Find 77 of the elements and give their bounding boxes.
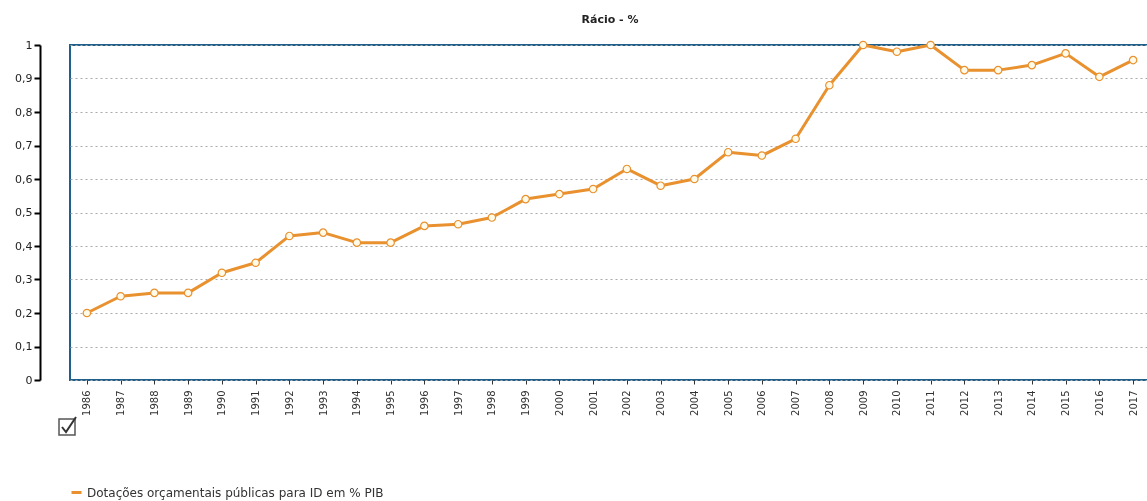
point [588,184,598,194]
x-tick-label: 2002 [621,390,633,416]
point [285,231,294,241]
point [993,65,1003,75]
x-tick-label: 1988 [148,390,160,416]
point [521,194,530,204]
x-tick-label: 1999 [520,390,532,416]
x-tick-label: 1992 [283,390,295,416]
point [1027,60,1037,70]
point [487,213,497,222]
point [960,65,969,75]
y-tick-label: 0 [25,373,33,387]
x-tick-label: 2000 [553,390,565,416]
x-tick-label: 1995 [385,390,397,416]
y-tick-label: 0,6 [15,172,33,186]
x-tick-label: 1993 [317,390,329,416]
x-tick-label: 2015 [1060,390,1072,416]
x-tick-label: 2004 [688,390,700,416]
y-tick-label: 0,3 [15,273,33,286]
y-tick-label: 0,5 [15,206,33,219]
point [150,288,159,298]
x-tick-label: 2010 [891,390,903,416]
x-tick-label: 2003 [655,390,667,416]
x-tick-label: 1998 [486,390,498,416]
point [791,134,800,144]
x-tick-label: 2009 [857,390,869,416]
x-tick-label: 1991 [250,390,262,416]
x-tick-label: 1994 [351,390,363,416]
x-tick-label: 2005 [722,390,734,416]
point [82,308,92,318]
point [622,164,632,174]
point [1128,55,1138,65]
point [555,189,564,199]
x-tick-label: 2013 [992,390,1004,416]
point [352,238,362,247]
y-tick-label: 0,2 [15,306,33,320]
point [757,151,767,160]
point [318,228,328,237]
x-tick-label: 2014 [1026,390,1038,416]
x-tick-label: 2012 [958,390,970,416]
point [217,268,227,278]
point [420,221,429,231]
y-tick-label: 0,4 [15,239,33,253]
point [183,288,193,298]
y-tick-label: 0,1 [15,340,33,353]
y-tick-label: 0,7 [15,139,33,152]
x-tick-label: 2007 [790,390,802,416]
chart-title: Rácio - % [581,12,639,26]
x-tick-label: 2016 [1093,390,1105,416]
point [892,47,902,56]
point [690,174,699,184]
point [926,40,935,50]
point [1061,49,1070,58]
x-tick-label: 2006 [756,390,768,416]
point [386,238,395,247]
x-tick-label: 2008 [823,390,835,416]
point [453,219,463,229]
x-tick-label: 1989 [182,390,194,416]
point [858,40,868,50]
point [656,181,665,190]
y-tick-label: 1 [25,38,33,52]
x-tick-label: 2017 [1127,390,1139,416]
legend-label: Dotações orçamentais públicas para ID em % PIB [87,485,384,500]
point [723,147,733,157]
x-tick-label: 1987 [115,390,127,416]
x-tick-label: 1996 [418,390,430,416]
point [825,80,834,90]
x-tick-label: 1986 [81,390,93,416]
x-tick-label: 1990 [216,390,228,416]
point [251,258,260,268]
y-tick-label: 0,9 [15,72,33,85]
point [1095,72,1104,82]
x-tick-label: 1997 [452,390,464,416]
x-tick-label: 2001 [587,390,599,416]
x-tick-label: 2011 [925,390,937,416]
y-tick-label: 0,8 [15,105,33,119]
point [116,291,125,301]
